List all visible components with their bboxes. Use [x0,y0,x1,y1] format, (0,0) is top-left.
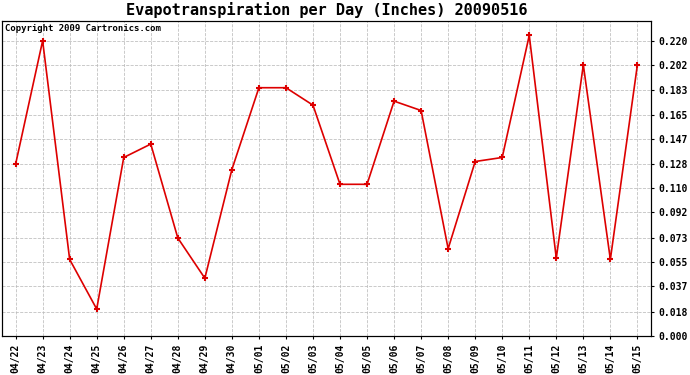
Title: Evapotranspiration per Day (Inches) 20090516: Evapotranspiration per Day (Inches) 2009… [126,2,527,18]
Text: Copyright 2009 Cartronics.com: Copyright 2009 Cartronics.com [6,24,161,33]
